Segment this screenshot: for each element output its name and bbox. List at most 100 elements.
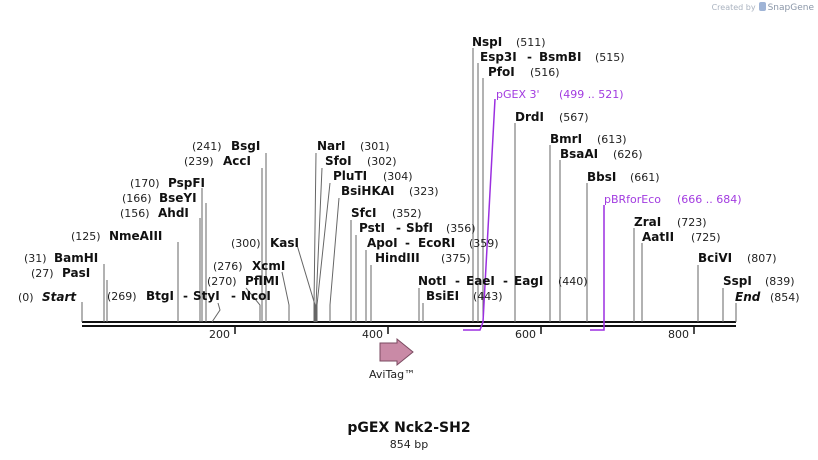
site-apoi-name[interactable]: ApoI [367, 236, 398, 250]
leader-xcmi [281, 271, 290, 322]
site-nspi-name[interactable]: NspI [472, 35, 502, 49]
site-bamhi-pos: (31) [24, 252, 47, 265]
site-bsihkai-pos: (323) [409, 185, 439, 198]
site-drdi-name[interactable]: DrdI [515, 110, 544, 124]
primer-pgex3-name: pGEX 3' [496, 88, 540, 101]
site-bsihkai-name[interactable]: BsiHKAI [341, 184, 395, 198]
start-label: Start [42, 290, 77, 304]
snapgene-logo-icon [758, 2, 766, 11]
site-bcivi-name[interactable]: BciVI [698, 251, 732, 265]
site-xcmi-name[interactable]: XcmI [252, 259, 285, 273]
site-esp3i-name[interactable]: Esp3I [480, 50, 517, 64]
snapgene-credit: Created by SnapGene [712, 2, 814, 13]
plasmid-length: 854 bp [389, 438, 429, 451]
site-btgi-sep2: - [231, 289, 236, 303]
site-sfoi-name[interactable]: SfoI [325, 154, 352, 168]
primer-pbrforeco-range: (666 .. 684) [677, 193, 742, 206]
site-bsgi-name[interactable]: BsgI [231, 139, 260, 153]
primer-pgex3-bracket [463, 98, 496, 331]
site-sspi-pos: (839) [765, 275, 795, 288]
leader-nari [313, 152, 317, 322]
site-kasi-name[interactable]: KasI [270, 236, 299, 250]
site-pflmi-name[interactable]: PflMI [245, 274, 279, 288]
start-pos: (0) [18, 291, 34, 304]
tick-label-600: 600 [515, 328, 536, 341]
credit-text: Created by [711, 3, 756, 12]
site-psti-name[interactable]: PstI [359, 221, 385, 235]
site-drdi-pos: (567) [559, 111, 589, 124]
site-bmri-name[interactable]: BmrI [550, 132, 582, 146]
site-eagi-name[interactable]: EagI [514, 274, 543, 288]
site-pspfi-name[interactable]: PspFI [168, 176, 205, 190]
avitag-feature-arrow[interactable] [379, 337, 414, 367]
site-pfoi-pos: (516) [530, 66, 560, 79]
site-nmeaiii-name[interactable]: NmeAIII [109, 229, 162, 243]
site-bamhi-name[interactable]: BamHI [54, 251, 98, 265]
site-apoi-sep: - [405, 236, 410, 250]
site-hindiii-name[interactable]: HindIII [375, 251, 420, 265]
site-noti-name[interactable]: NotI [418, 274, 447, 288]
primer-pbrforeco-name: pBRforEco [604, 193, 661, 206]
site-ecori-name[interactable]: EcoRI [418, 236, 455, 250]
site-nspi-pos: (511) [516, 36, 546, 49]
site-noti-sep1: - [455, 274, 460, 288]
primer-pbrforeco-bracket [590, 205, 605, 331]
site-pfoi-name[interactable]: PfoI [488, 65, 515, 79]
site-sbfi-name[interactable]: SbfI [406, 221, 433, 235]
site-apoi-pos: (359) [469, 237, 499, 250]
site-zrai-name[interactable]: ZraI [634, 215, 661, 229]
site-bcivi-pos: (807) [747, 252, 777, 265]
site-btgi-sep1: - [183, 289, 188, 303]
site-sfci-name[interactable]: SfcI [351, 206, 376, 220]
primer-pgex3-range: (499 .. 521) [559, 88, 624, 101]
site-bbsi-pos: (661) [630, 171, 660, 184]
site-aatii-name[interactable]: AatII [642, 230, 674, 244]
site-bseyi-pos: (166) [122, 192, 152, 205]
site-acci-name[interactable]: AccI [223, 154, 251, 168]
site-styi-name[interactable]: StyI [193, 289, 220, 303]
site-ahdi-name[interactable]: AhdI [158, 206, 189, 220]
site-pasi-pos: (27) [31, 267, 54, 280]
site-nari-name[interactable]: NarI [317, 139, 346, 153]
site-ncoi-name[interactable]: NcoI [241, 289, 271, 303]
end-label: End [735, 290, 761, 304]
site-pflmi-pos: (270) [207, 275, 237, 288]
site-bsgi-pos: (241) [192, 140, 222, 153]
credit-brand: SnapGene [767, 3, 814, 13]
site-esp3i-sep: - [527, 50, 532, 64]
site-btgi-name[interactable]: BtgI [146, 289, 174, 303]
site-eaei-name[interactable]: EaeI [466, 274, 495, 288]
site-pluti-pos: (304) [383, 170, 413, 183]
leader-kasi [296, 244, 316, 322]
site-bbsi-name[interactable]: BbsI [587, 170, 616, 184]
site-sspi-name[interactable]: SspI [723, 274, 752, 288]
site-nmeaiii-pos: (125) [71, 230, 101, 243]
site-sfoi-pos: (302) [367, 155, 397, 168]
primer-markers [463, 98, 605, 331]
leader-pluti [316, 182, 331, 322]
avitag-feature-label: AviTag™ [369, 368, 415, 381]
site-xcmi-pos: (276) [213, 260, 243, 273]
site-noti-pos: (440) [558, 275, 588, 288]
leader-sfoi [315, 167, 323, 322]
site-pspfi-pos: (170) [130, 177, 160, 190]
site-bseyi-name[interactable]: BseYI [159, 191, 197, 205]
site-bsmbi-name[interactable]: BsmBI [539, 50, 581, 64]
site-pluti-name[interactable]: PluTI [333, 169, 367, 183]
site-bsaai-pos: (626) [613, 148, 643, 161]
leader-btgi [211, 302, 221, 323]
site-kasi-pos: (300) [231, 237, 261, 250]
end-pos: (854) [770, 291, 800, 304]
tick-label-400: 400 [362, 328, 383, 341]
site-nari-pos: (301) [360, 140, 390, 153]
site-ahdi-pos: (156) [120, 207, 150, 220]
site-bsaai-name[interactable]: BsaAI [560, 147, 598, 161]
site-pasi-name[interactable]: PasI [62, 266, 90, 280]
site-esp3i-pos: (515) [595, 51, 625, 64]
site-bsiei-name[interactable]: BsiEI [426, 289, 459, 303]
scale-ticks [234, 327, 695, 334]
tick-label-800: 800 [668, 328, 689, 341]
site-btgi-pos: (269) [107, 290, 137, 303]
site-hindiii-pos: (375) [441, 252, 471, 265]
